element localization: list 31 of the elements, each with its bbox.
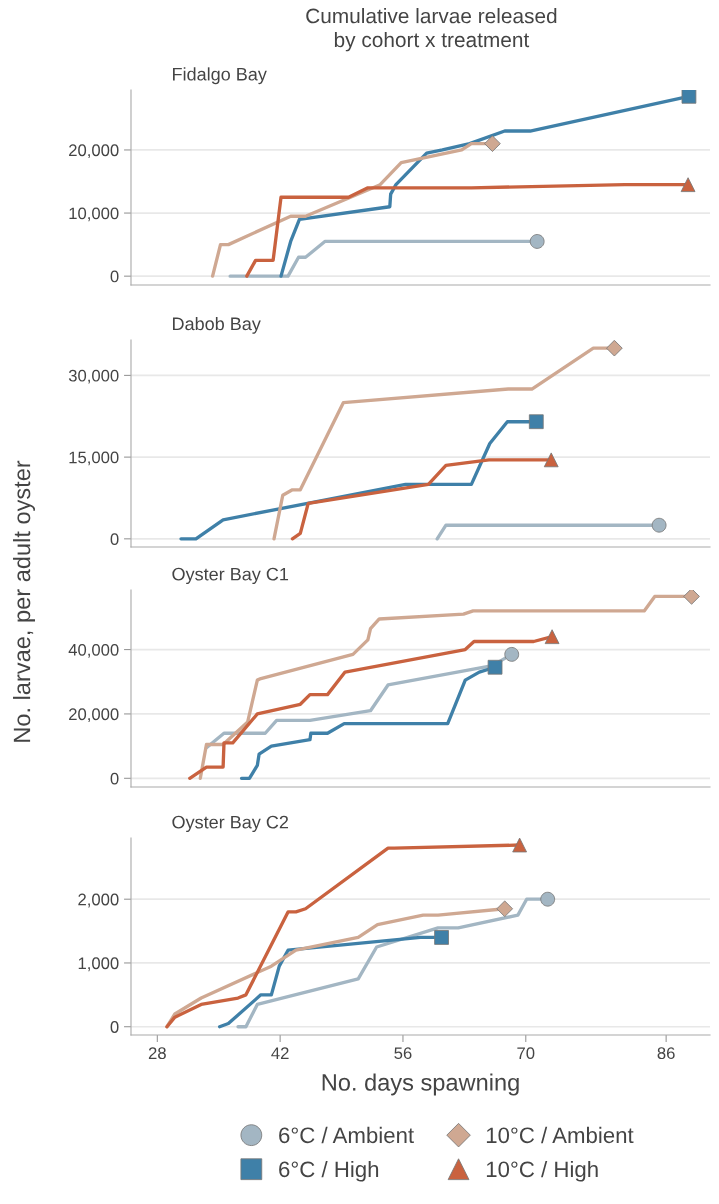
y-tick-label: 0 [110, 1021, 119, 1033]
y-tick-label: 1,000 [78, 957, 119, 972]
x-tick-label: 56 [394, 1047, 412, 1060]
y-tick-label: 2,000 [78, 893, 119, 908]
chart-subtitle: Dabob Bay [173, 316, 261, 334]
y-tick-label: 20,000 [69, 708, 119, 723]
y-tick-label: 30,000 [68, 369, 119, 384]
y-tick-label: 15,000 [69, 451, 119, 466]
chart-subtitle: Fidalgo Bay [173, 67, 267, 85]
x-tick-label: 28 [148, 1047, 166, 1060]
legend-label: 10°C / High [486, 1160, 598, 1182]
y-tick-label: 0 [110, 533, 119, 546]
x-axis-title: No. days spawning [322, 1073, 519, 1096]
y-tick-label: 0 [110, 270, 119, 283]
point [543, 452, 559, 468]
chart-subtitle: Oyster Bay C2 [172, 815, 289, 833]
y-axis-title: No. larvae, per adult oyster [13, 460, 35, 742]
y-tick-label: 20,000 [69, 144, 119, 159]
point [487, 659, 503, 675]
x-tick-label: 70 [517, 1047, 535, 1060]
legend-label: 10°C / Ambient [486, 1126, 634, 1144]
y-tick-label: 0 [110, 772, 119, 785]
x-tick-label: 86 [657, 1047, 675, 1060]
legend-label: 6°C / Ambient [279, 1126, 414, 1144]
point [606, 340, 623, 357]
chart-title: Cumulative larvae released by cohort x treatment [306, 8, 557, 52]
chart-subtitle: Oyster Bay C1 [172, 567, 289, 585]
y-tick-label: 10,000 [69, 207, 119, 222]
y-tick-label: 40,000 [68, 643, 119, 658]
legend-label: 6°C / High [279, 1160, 379, 1182]
x-tick-label: 42 [271, 1047, 289, 1059]
